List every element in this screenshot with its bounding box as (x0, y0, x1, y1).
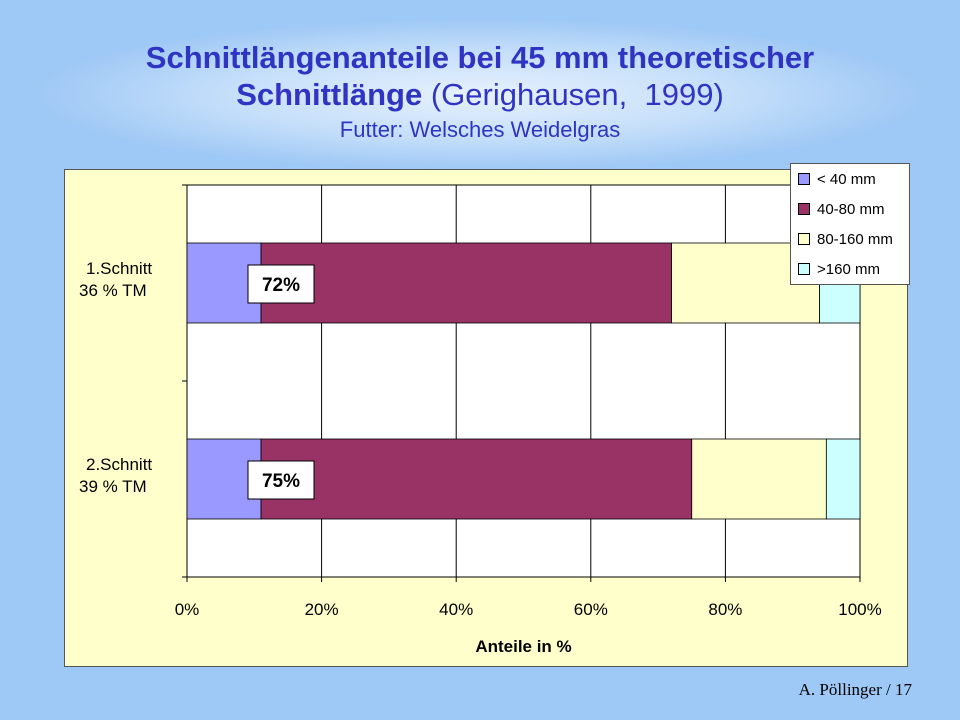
legend-item-80-160: 80-160 mm (798, 230, 893, 248)
x-axis-label: Anteile in % (475, 637, 571, 656)
bar-segment (825, 438, 861, 520)
page-title-line2: Schnittlänge (Gerighausen, 1999) (0, 76, 960, 114)
legend-label-80-160: 80-160 mm (817, 230, 893, 248)
category-label-1-line2: 36 % TM (79, 281, 147, 300)
x-tick-label: 20% (305, 600, 339, 619)
x-tick-label: 60% (574, 600, 608, 619)
page-title-source: (Gerighausen, 1999) (422, 77, 724, 112)
page-title: Schnittlängenanteile bei 45 mm theoretis… (145, 40, 815, 75)
legend-label-lt40: < 40 mm (817, 170, 876, 188)
category-label-1: 1.Schnitt 36 % TM (66, 258, 174, 302)
data-label-box (247, 460, 315, 500)
legend-swatch-80-160 (798, 233, 810, 245)
title-block: Schnittlängenanteile bei 45 mm theoretis… (0, 40, 960, 144)
category-label-2: 2.Schnitt 39 % TM (66, 454, 174, 498)
x-tick-label: 40% (439, 600, 473, 619)
x-tick-label: 0% (175, 600, 200, 619)
chart-legend: < 40 mm 40-80 mm 80-160 mm >160 mm (790, 163, 910, 285)
legend-swatch-lt40 (798, 173, 810, 185)
legend-label-gt160: >160 mm (817, 260, 880, 278)
x-tick-label: 100% (838, 600, 881, 619)
data-label: 72% (262, 275, 300, 296)
legend-item-lt40: < 40 mm (798, 170, 876, 188)
legend-item-gt160: >160 mm (798, 260, 880, 278)
data-label: 75% (262, 471, 300, 492)
legend-label-40-80: 40-80 mm (817, 200, 885, 218)
legend-swatch-gt160 (798, 263, 810, 275)
category-label-1-line1: 1.Schnitt (86, 259, 153, 278)
category-label-2-line2: 39 % TM (79, 477, 147, 496)
footer-credit: A. Pöllinger / 17 (798, 680, 912, 699)
bar-segment (260, 438, 693, 520)
bar-segment (691, 438, 827, 520)
title-glow (40, 20, 920, 170)
legend-swatch-40-80 (798, 203, 810, 215)
bar-segment (260, 242, 672, 324)
legend-item-40-80: 40-80 mm (798, 200, 885, 218)
category-label-2-line1: 2.Schnitt (86, 455, 153, 474)
data-label-box (247, 264, 315, 304)
page-subtitle: Futter: Welsches Weidelgras (339, 117, 621, 142)
page-title-bold-word: Schnittlänge (236, 77, 423, 112)
x-tick-label: 80% (708, 600, 742, 619)
